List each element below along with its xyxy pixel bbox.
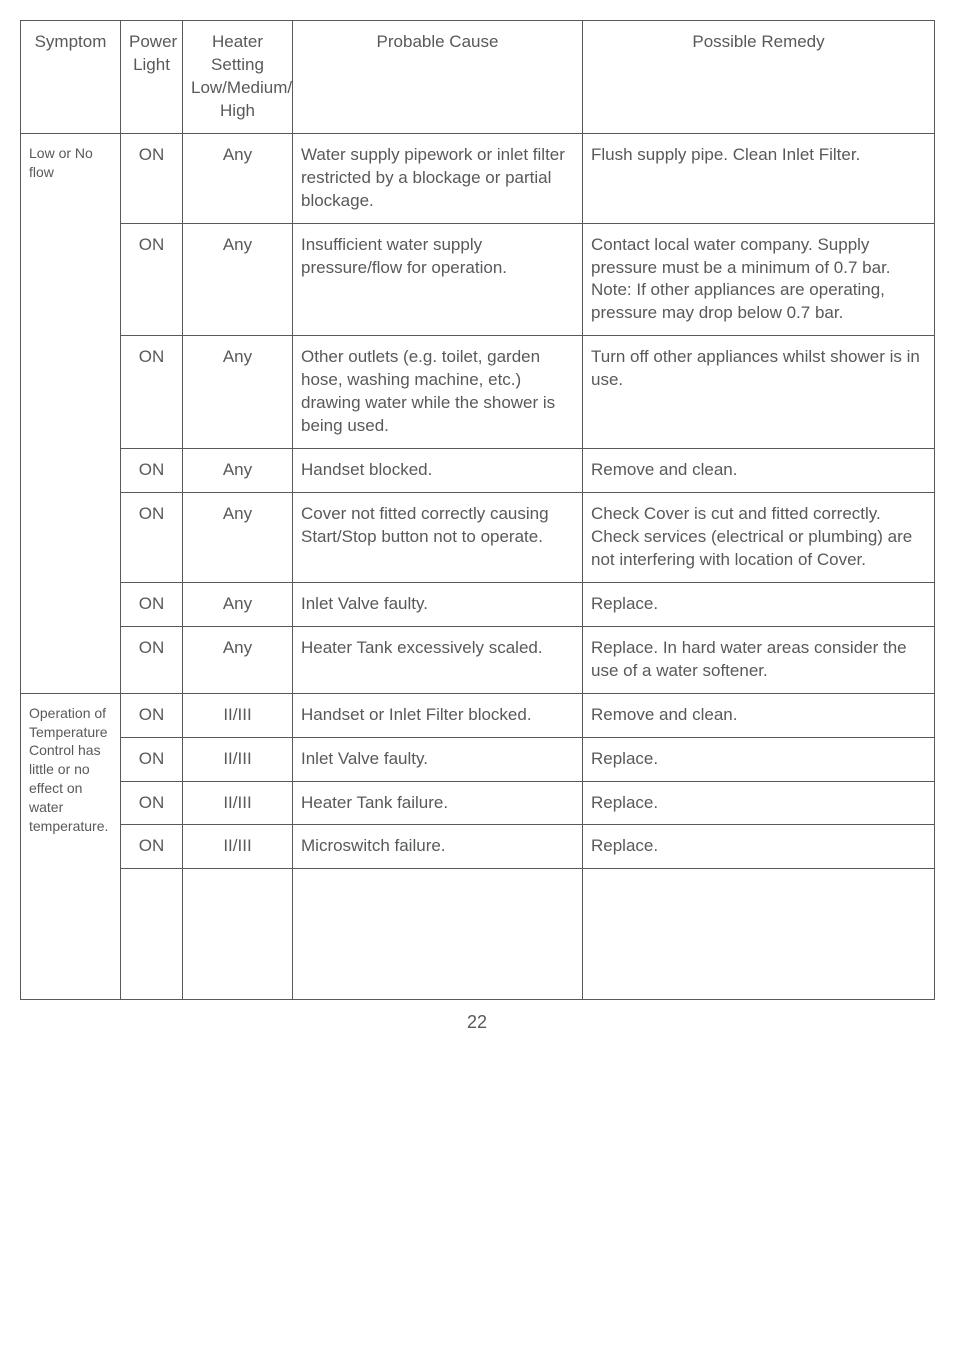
table-cell: Check Cover is cut and fitted correctly.… <box>583 493 935 583</box>
table-cell: Flush supply pipe. Clean Inlet Filter. <box>583 133 935 223</box>
table-cell: Replace. <box>583 781 935 825</box>
table-cell: II/III <box>183 737 293 781</box>
table-cell: Replace. <box>583 737 935 781</box>
table-cell: II/III <box>183 693 293 737</box>
table-cell: Contact local water company. Supply pres… <box>583 223 935 336</box>
table-cell: Insufficient water supply pressure/flow … <box>293 223 583 336</box>
table-cell: Any <box>183 493 293 583</box>
table-cell: ON <box>121 493 183 583</box>
table-cell: Any <box>183 582 293 626</box>
table-cell <box>183 869 293 1000</box>
table-cell: Handset blocked. <box>293 449 583 493</box>
table-cell: Replace. <box>583 825 935 869</box>
table-cell: ON <box>121 781 183 825</box>
table-cell: Water supply pipework or inlet filter re… <box>293 133 583 223</box>
table-cell: Microswitch failure. <box>293 825 583 869</box>
table-cell: II/III <box>183 781 293 825</box>
header-cause: Probable Cause <box>293 21 583 134</box>
table-cell <box>583 869 935 1000</box>
table-cell: Turn off other appliances whilst shower … <box>583 336 935 449</box>
table-cell: Remove and clean. <box>583 449 935 493</box>
symptom-low-or-no-flow: Low or No flow <box>21 133 121 693</box>
table-cell: Inlet Valve faulty. <box>293 582 583 626</box>
table-cell: Any <box>183 223 293 336</box>
page-number: 22 <box>20 1012 934 1033</box>
table-cell: Handset or Inlet Filter blocked. <box>293 693 583 737</box>
table-cell: ON <box>121 582 183 626</box>
symptom-temp-control: Operation of Temperature Control has lit… <box>21 693 121 1000</box>
table-cell: II/III <box>183 825 293 869</box>
table-cell: Heater Tank excessively scaled. <box>293 626 583 693</box>
table-cell: ON <box>121 336 183 449</box>
table-cell: Other outlets (e.g. toilet, garden hose,… <box>293 336 583 449</box>
header-heater-sub: Low/Medium/ High <box>191 78 292 120</box>
header-power: Power Light <box>121 21 183 134</box>
table-cell: Replace. In hard water areas consider th… <box>583 626 935 693</box>
table-cell <box>293 869 583 1000</box>
table-cell: ON <box>121 626 183 693</box>
table-cell: Replace. <box>583 582 935 626</box>
header-symptom: Symptom <box>21 21 121 134</box>
table-cell: ON <box>121 693 183 737</box>
table-cell: ON <box>121 449 183 493</box>
table-cell: Any <box>183 626 293 693</box>
table-cell: ON <box>121 223 183 336</box>
table-cell <box>121 869 183 1000</box>
table-cell: Inlet Valve faulty. <box>293 737 583 781</box>
table-cell: ON <box>121 825 183 869</box>
table-cell: ON <box>121 737 183 781</box>
table-cell: Cover not fitted correctly causing Start… <box>293 493 583 583</box>
table-cell: Heater Tank failure. <box>293 781 583 825</box>
table-cell: Any <box>183 133 293 223</box>
table-cell: ON <box>121 133 183 223</box>
table-cell: Any <box>183 449 293 493</box>
header-heater-main: Heater Setting <box>211 32 264 74</box>
table-cell: Remove and clean. <box>583 693 935 737</box>
header-remedy: Possible Remedy <box>583 21 935 134</box>
table-cell: Any <box>183 336 293 449</box>
header-heater: Heater Setting Low/Medium/ High <box>183 21 293 134</box>
